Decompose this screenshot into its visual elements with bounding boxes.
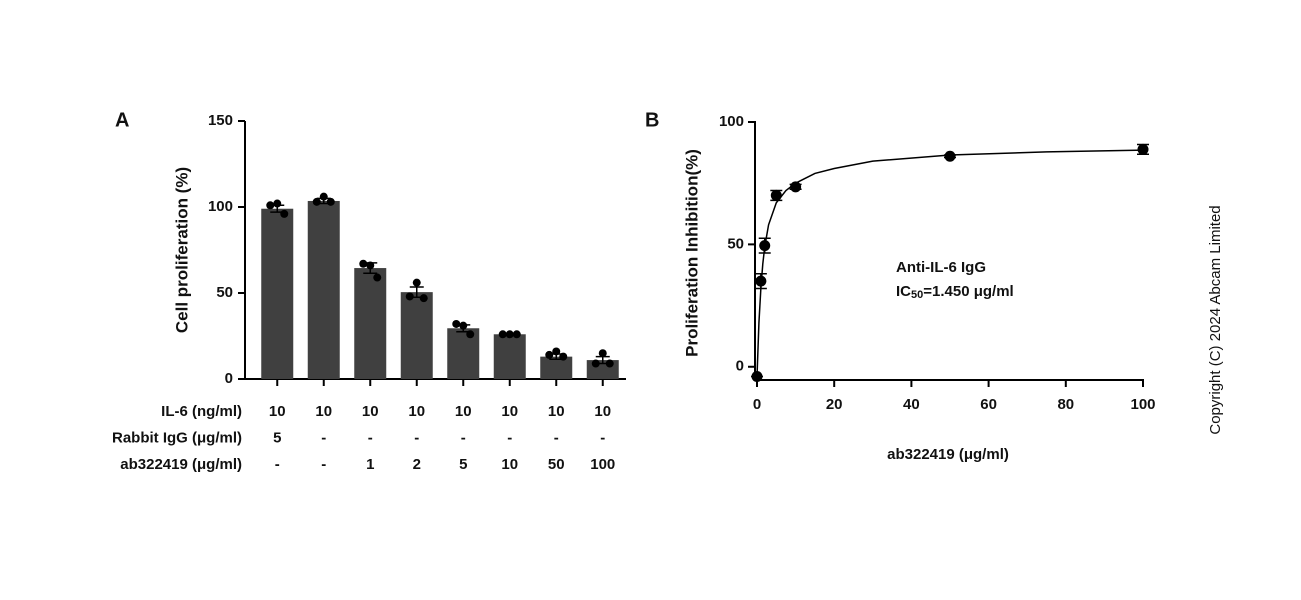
data-point — [419, 294, 428, 303]
condition-value: 10 — [408, 403, 425, 420]
panel-label: A — [115, 109, 129, 131]
data-point — [559, 352, 568, 361]
data-point — [552, 347, 561, 356]
ic50-prefix: IC — [896, 283, 911, 300]
condition-value: - — [414, 429, 419, 446]
x-tick-label: 80 — [1057, 396, 1074, 413]
y-tick-label: 0 — [736, 358, 744, 375]
data-point — [505, 330, 514, 339]
bar — [493, 334, 526, 379]
data-point — [598, 349, 607, 358]
copyright: Copyright (C) 2024 Abcam Limited — [1207, 205, 1224, 434]
condition-value: - — [275, 456, 280, 473]
x-tick-label: 20 — [826, 396, 843, 413]
condition-label: Rabbit IgG (μg/ml) — [112, 429, 242, 446]
data-point — [405, 292, 414, 301]
data-point — [359, 259, 368, 268]
data-point — [319, 192, 328, 201]
y-axis-label: Cell proliferation (%) — [172, 167, 191, 333]
bar — [447, 328, 480, 379]
data-point — [266, 201, 275, 210]
data-point — [466, 330, 475, 339]
y-tick-label: 100 — [719, 113, 744, 130]
condition-label: IL-6 (ng/ml) — [161, 403, 242, 420]
bar — [540, 356, 573, 379]
condition-value: - — [461, 429, 466, 446]
condition-value: 50 — [548, 456, 565, 473]
data-point — [545, 350, 554, 359]
condition-value: 5 — [273, 429, 281, 446]
condition-value: 10 — [548, 403, 565, 420]
y-axis-label: Proliferation Inhibition(%) — [682, 149, 701, 357]
condition-label: ab322419 (μg/ml) — [120, 456, 242, 473]
condition-value: 10 — [269, 403, 286, 420]
data-point — [273, 199, 282, 208]
condition-value: 100 — [590, 456, 615, 473]
ic50-text: =1.450 μg/ml — [923, 283, 1013, 300]
condition-value: - — [600, 429, 605, 446]
annotation: Anti-IL-6 IgG — [896, 259, 986, 276]
condition-value: - — [368, 429, 373, 446]
data-point — [512, 330, 521, 339]
y-tick-label: 50 — [216, 284, 233, 301]
condition-value: 10 — [315, 403, 332, 420]
condition-value: - — [321, 429, 326, 446]
condition-value: 10 — [501, 456, 518, 473]
data-point — [605, 359, 614, 368]
condition-value: 5 — [459, 456, 467, 473]
data-point — [459, 321, 468, 330]
data-point — [280, 209, 289, 218]
data-point — [1137, 143, 1149, 155]
condition-value: - — [554, 429, 559, 446]
y-tick-label: 100 — [208, 198, 233, 215]
condition-value: 2 — [413, 456, 421, 473]
condition-value: - — [507, 429, 512, 446]
data-point — [498, 330, 507, 339]
condition-value: 10 — [594, 403, 611, 420]
bar — [400, 292, 433, 379]
data-point — [452, 319, 461, 328]
bar — [354, 268, 387, 379]
ic50-subscript: 50 — [911, 289, 923, 301]
condition-value: - — [321, 456, 326, 473]
y-tick-label: 50 — [727, 235, 744, 252]
ic50-annotation: IC50=1.450 μg/ml — [896, 283, 1014, 301]
data-point — [312, 197, 321, 206]
data-point — [790, 181, 802, 193]
data-point — [366, 261, 375, 270]
bar — [261, 208, 294, 379]
y-tick-label: 0 — [225, 370, 233, 387]
x-tick-label: 100 — [1130, 396, 1155, 413]
x-tick-label: 40 — [903, 396, 920, 413]
data-point — [755, 275, 767, 287]
x-tick-label: 0 — [753, 396, 761, 413]
y-tick-label: 150 — [208, 112, 233, 129]
data-point — [751, 371, 763, 383]
condition-value: 1 — [366, 456, 374, 473]
condition-value: 10 — [455, 403, 472, 420]
data-point — [770, 189, 782, 201]
bar — [307, 200, 340, 379]
x-tick-label: 60 — [980, 396, 997, 413]
condition-value: 10 — [501, 403, 518, 420]
data-point — [944, 150, 956, 162]
data-point — [591, 359, 600, 368]
x-axis-label: ab322419 (μg/ml) — [887, 446, 1009, 463]
data-point — [326, 197, 335, 206]
data-point — [373, 273, 382, 282]
data-point — [412, 278, 421, 287]
panel-label: B — [645, 109, 659, 131]
data-point — [759, 240, 771, 252]
condition-value: 10 — [362, 403, 379, 420]
